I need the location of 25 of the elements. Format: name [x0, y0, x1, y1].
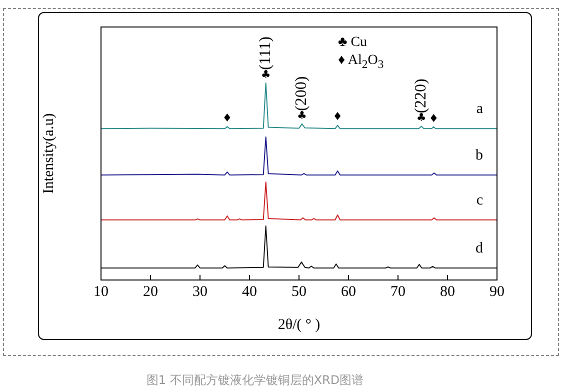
annotation: ♦	[332, 110, 343, 124]
x-tick-label: 70	[390, 284, 406, 300]
x-tick-label: 10	[94, 284, 108, 300]
annotation: (111)	[257, 36, 274, 70]
x-tick-label: 80	[440, 284, 455, 300]
x-tick-label: 20	[143, 284, 158, 300]
text: ♦ Al$_{2}$O$_{3}$	[338, 52, 384, 73]
x-axis-title: 2θ/( ° )	[278, 316, 320, 333]
annotation: (200)	[293, 76, 310, 111]
caption: 图1 不同配方镀液化学镀铜层的XRD图谱	[145, 372, 365, 389]
text: ♣ Cu	[338, 34, 368, 52]
annotation: ♣	[416, 111, 426, 124]
y-axis-title: Intensity(a.u)	[40, 113, 57, 194]
series-label: a	[476, 101, 484, 118]
x-tick-label: 90	[490, 284, 504, 300]
annotation: ♦	[222, 112, 232, 125]
x-tick-label: 30	[192, 284, 208, 300]
annotation: (220)	[412, 78, 430, 114]
x-tick-label: 40	[242, 284, 257, 300]
x-tick-label: 60	[341, 284, 356, 300]
x-tick-label: 50	[292, 284, 306, 300]
annotation: ♦	[428, 112, 439, 125]
series-label: b	[476, 147, 483, 164]
series-label: d	[476, 240, 484, 256]
series-label: c	[476, 192, 484, 208]
